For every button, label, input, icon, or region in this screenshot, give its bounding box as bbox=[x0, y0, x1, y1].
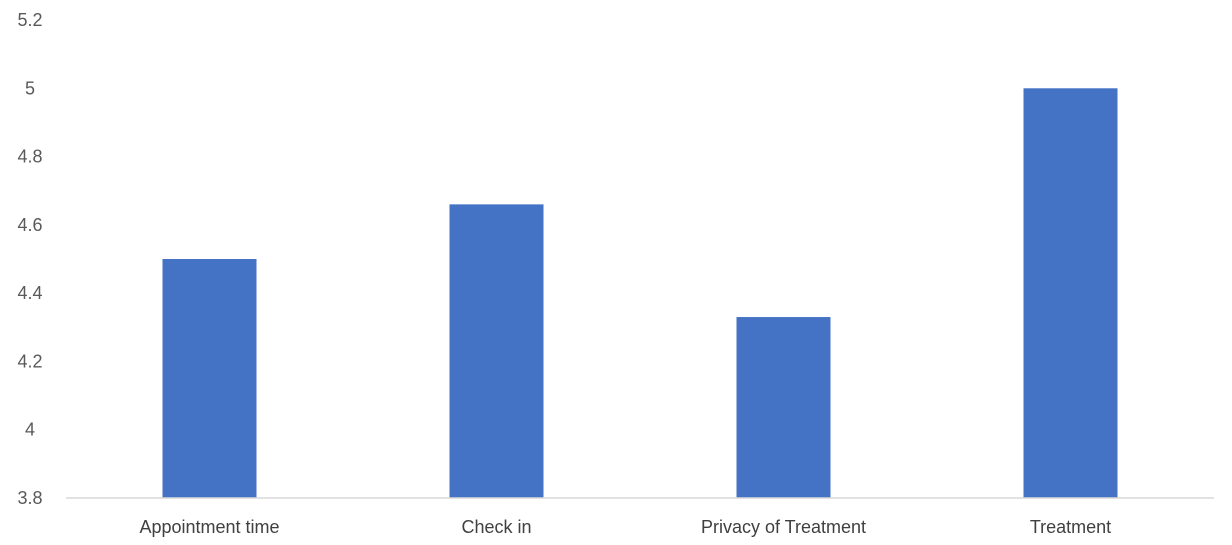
x-axis: Appointment time Check in Privacy of Treat… bbox=[139, 517, 1111, 537]
y-tick-label: 4 bbox=[25, 420, 35, 440]
y-tick-label: 5 bbox=[25, 78, 35, 98]
bar bbox=[162, 259, 257, 498]
x-tick-label: Privacy of Treatment bbox=[701, 517, 866, 537]
x-tick-label: Appointment time bbox=[139, 517, 279, 537]
x-tick-label: Treatment bbox=[1030, 517, 1111, 537]
bar bbox=[736, 317, 831, 498]
y-tick-label: 3.8 bbox=[17, 488, 42, 508]
y-tick-label: 5.2 bbox=[17, 10, 42, 30]
bar bbox=[1023, 88, 1118, 499]
bars-group bbox=[162, 88, 1118, 499]
y-axis: 3.8 4 4.2 4.4 4.6 4.8 5 5.2 bbox=[17, 10, 42, 508]
x-tick-label: Check in bbox=[461, 517, 531, 537]
bar bbox=[449, 204, 544, 498]
y-tick-label: 4.8 bbox=[17, 147, 42, 167]
y-tick-label: 4.6 bbox=[17, 215, 42, 235]
y-tick-label: 4.2 bbox=[17, 351, 42, 371]
y-tick-label: 4.4 bbox=[17, 283, 42, 303]
